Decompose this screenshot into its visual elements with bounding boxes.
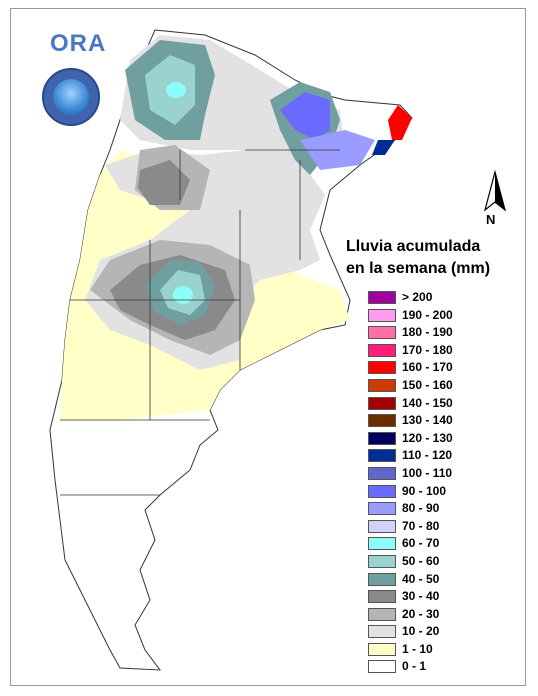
government-seal-icon <box>42 68 100 126</box>
legend-label: 110 - 120 <box>402 448 453 463</box>
legend-label: 160 - 170 <box>402 360 453 375</box>
region-misiones-high <box>388 105 412 140</box>
legend-swatch <box>368 642 396 656</box>
legend-swatch <box>368 607 396 621</box>
legend-swatch <box>368 396 396 410</box>
legend-label: 90 - 100 <box>402 483 447 498</box>
legend-swatch <box>368 361 396 375</box>
legend-swatch <box>368 343 396 357</box>
legend-swatch <box>368 431 396 445</box>
legend-swatch <box>368 537 396 551</box>
legend-swatch <box>368 572 396 586</box>
legend-swatch <box>368 660 396 674</box>
legend-title: Lluvia acumulada en la semana (mm) <box>346 236 526 280</box>
seal-globe <box>53 79 89 115</box>
legend-label: 60 - 70 <box>402 536 440 551</box>
legend-label: 10 - 20 <box>402 624 440 639</box>
legend-label: 40 - 50 <box>402 571 440 586</box>
legend-label: 140 - 150 <box>402 395 453 410</box>
legend-swatch <box>368 378 396 392</box>
north-arrow-icon <box>483 170 507 212</box>
legend-label: 170 - 180 <box>402 342 453 357</box>
region-60-70-north <box>166 82 186 98</box>
legend-title-line2: en la semana (mm) <box>346 260 491 277</box>
ora-logo: ORA <box>50 30 107 57</box>
region-70-100-nordeste <box>280 92 330 140</box>
legend-label: 50 - 60 <box>402 553 440 568</box>
legend-label: 150 - 160 <box>402 377 453 392</box>
region-60-70 <box>173 286 193 304</box>
region-30-40-north <box>138 160 190 205</box>
legend-swatch <box>368 291 396 304</box>
legend-swatch <box>368 484 396 498</box>
legend-swatch <box>368 326 396 340</box>
legend-swatch <box>368 466 396 480</box>
legend-label: 190 - 200 <box>402 307 453 322</box>
legend-swatch <box>368 590 396 604</box>
legend-swatch <box>368 414 396 428</box>
legend-swatch <box>368 554 396 568</box>
legend-label: 30 - 40 <box>402 589 440 604</box>
province-borders <box>60 149 340 496</box>
legend-swatch <box>368 502 396 516</box>
legend-label: 100 - 110 <box>402 465 453 480</box>
legend-label: > 200 <box>402 290 433 304</box>
legend-swatch <box>368 308 396 322</box>
legend-label: 130 - 140 <box>402 413 453 428</box>
legend-title-line1: Lluvia acumulada <box>346 238 481 255</box>
legend-swatch <box>368 519 396 533</box>
region-misiones-dark <box>372 140 395 155</box>
legend-label: 1 - 10 <box>402 641 433 656</box>
legend-label: 120 - 130 <box>402 430 453 445</box>
legend-swatch <box>368 449 396 463</box>
legend-label: 180 - 190 <box>402 325 453 340</box>
legend-label: 0 - 1 <box>402 659 427 674</box>
legend-swatch <box>368 625 396 639</box>
north-label: N <box>486 212 496 227</box>
legend-label: 70 - 80 <box>402 518 440 533</box>
legend-label: 80 - 90 <box>402 501 440 516</box>
legend-label: 20 - 30 <box>402 606 440 621</box>
